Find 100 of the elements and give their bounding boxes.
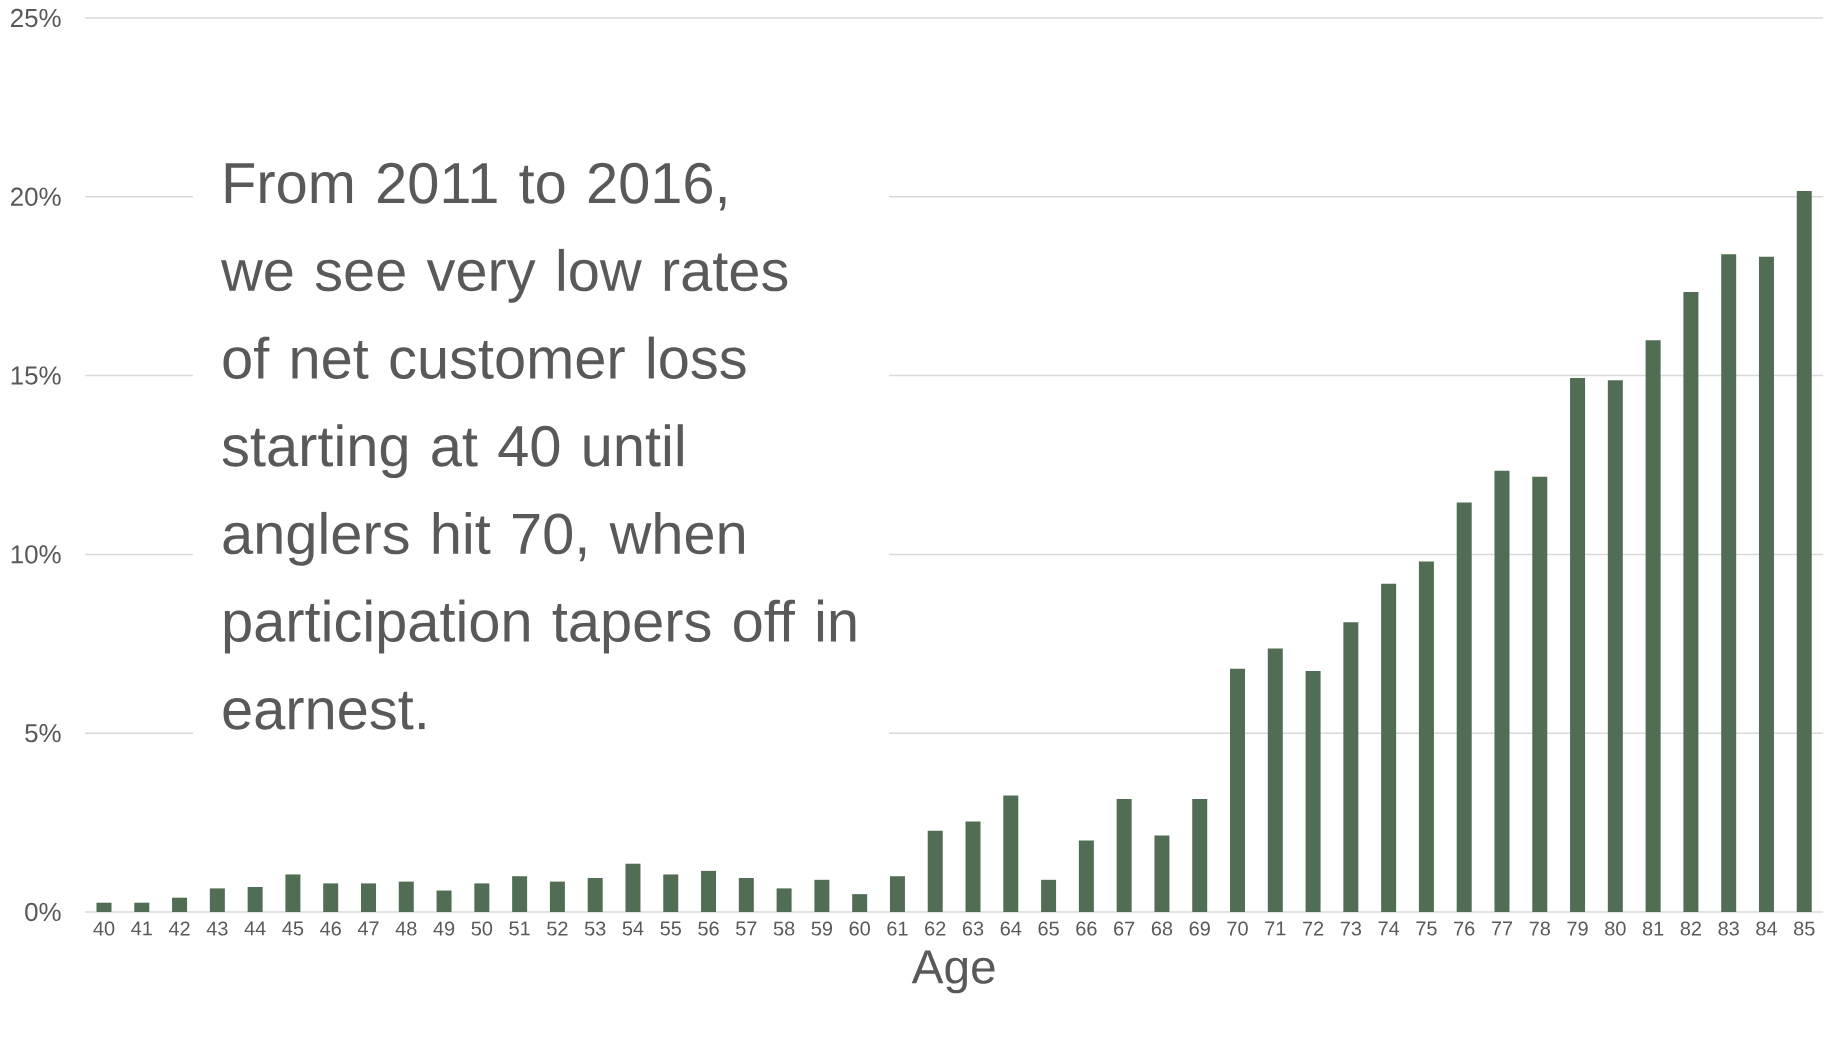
bar <box>1607 380 1623 912</box>
x-tick-label: 55 <box>660 921 681 936</box>
x-tick-label: 41 <box>131 921 152 936</box>
x-tick-label: 51 <box>509 921 530 936</box>
x-tick-label: 74 <box>1378 921 1400 936</box>
bar <box>398 881 414 912</box>
x-tick-label: 78 <box>1529 921 1550 936</box>
annotation: From 2011 to 2016, we see very low rates of net customer loss starting at 40 until anglers hit 70, when participation tapers off in earnest. <box>220 162 856 730</box>
y-tick-label: 5% <box>25 724 61 743</box>
bar <box>1721 254 1737 912</box>
bar <box>625 863 641 912</box>
y-tick-label: 10% <box>11 545 61 564</box>
bar <box>436 890 452 912</box>
bar <box>285 874 301 912</box>
x-tick-label: 85 <box>1794 921 1815 936</box>
x-tick-label: 49 <box>433 921 455 936</box>
bar <box>247 886 263 912</box>
x-tick-label: 52 <box>547 921 568 936</box>
bar <box>1041 879 1057 912</box>
bar <box>889 876 905 912</box>
y-tick-label: 20% <box>11 187 61 206</box>
bar <box>1456 502 1472 912</box>
x-tick-label: 40 <box>93 921 115 936</box>
bar <box>965 821 981 912</box>
x-tick-label: 64 <box>1000 921 1022 936</box>
bar <box>1418 561 1434 912</box>
x-tick-label: 76 <box>1454 921 1475 936</box>
x-tick-label: 62 <box>925 921 946 936</box>
x-tick-label: 42 <box>168 921 190 936</box>
x-tick-label: 72 <box>1303 921 1324 936</box>
x-tick-label: 71 <box>1265 921 1286 936</box>
bar <box>1343 622 1359 912</box>
bar <box>360 883 376 912</box>
x-tick-label: 79 <box>1567 921 1588 936</box>
bar <box>1796 191 1812 912</box>
x-tick-label: 47 <box>357 921 379 936</box>
x-tick-label: 83 <box>1718 921 1739 936</box>
bar <box>474 883 490 912</box>
bar <box>663 874 679 912</box>
bar <box>323 883 339 912</box>
x-tick-label: 56 <box>698 921 719 936</box>
x-tick-label: 81 <box>1642 921 1664 936</box>
bar <box>587 878 603 912</box>
bar <box>172 897 188 912</box>
x-tick-label: 48 <box>395 921 417 936</box>
x-tick-label: 57 <box>736 921 757 936</box>
bar <box>1381 583 1397 912</box>
bar <box>134 902 150 912</box>
bar <box>927 830 943 912</box>
x-tick-label: 80 <box>1605 921 1626 936</box>
bar <box>549 881 565 912</box>
x-tick-label: 69 <box>1189 921 1210 936</box>
x-tick-label: 65 <box>1038 921 1059 936</box>
x-tick-label: 68 <box>1151 921 1173 936</box>
bar <box>1494 470 1510 912</box>
bar <box>776 888 792 912</box>
x-tick-label: 82 <box>1680 921 1701 936</box>
bar <box>1230 668 1246 912</box>
x-tick-label: 84 <box>1756 921 1777 936</box>
bar <box>814 879 830 912</box>
bar <box>852 894 868 912</box>
x-tick-label: 53 <box>584 921 606 936</box>
bar <box>1116 798 1132 912</box>
bar <box>96 902 112 912</box>
x-tick-label: 54 <box>622 921 644 936</box>
bar <box>1758 256 1774 912</box>
x-tick-label: 73 <box>1340 921 1362 936</box>
y-tick-label: 15% <box>11 366 61 385</box>
x-tick-label: 58 <box>773 921 795 936</box>
x-tick-label: 44 <box>244 921 266 936</box>
x-tick-label: 50 <box>471 921 493 936</box>
bar <box>1532 476 1548 912</box>
x-tick-label: 77 <box>1491 921 1513 936</box>
x-tick-label: 61 <box>887 921 908 936</box>
bar <box>209 888 225 912</box>
bar <box>1305 670 1321 912</box>
x-tick-label: 67 <box>1114 921 1135 936</box>
x-tick-label: 60 <box>849 921 870 936</box>
bar <box>1003 795 1019 912</box>
x-tick-label: 66 <box>1076 921 1097 936</box>
bar <box>701 870 717 912</box>
bar <box>1267 648 1283 912</box>
bar <box>1683 291 1699 912</box>
x-tick-label: 75 <box>1416 921 1437 936</box>
x-tick-label: 70 <box>1227 921 1248 936</box>
x-tick-label: 59 <box>811 921 833 936</box>
x-tick-label: 63 <box>962 921 984 936</box>
x-axis-title: Age <box>911 950 995 994</box>
y-tick-label: 25% <box>11 8 61 28</box>
bar <box>1645 340 1661 912</box>
bar <box>512 876 528 912</box>
x-tick-label: 43 <box>206 921 228 936</box>
bar <box>1192 798 1208 912</box>
bar <box>1154 835 1170 912</box>
y-tick-label: 0% <box>25 902 61 922</box>
bar <box>738 878 754 912</box>
bar <box>1078 840 1094 912</box>
bar <box>1570 378 1586 912</box>
x-tick-label: 45 <box>282 921 304 936</box>
x-tick-label: 46 <box>320 921 341 936</box>
